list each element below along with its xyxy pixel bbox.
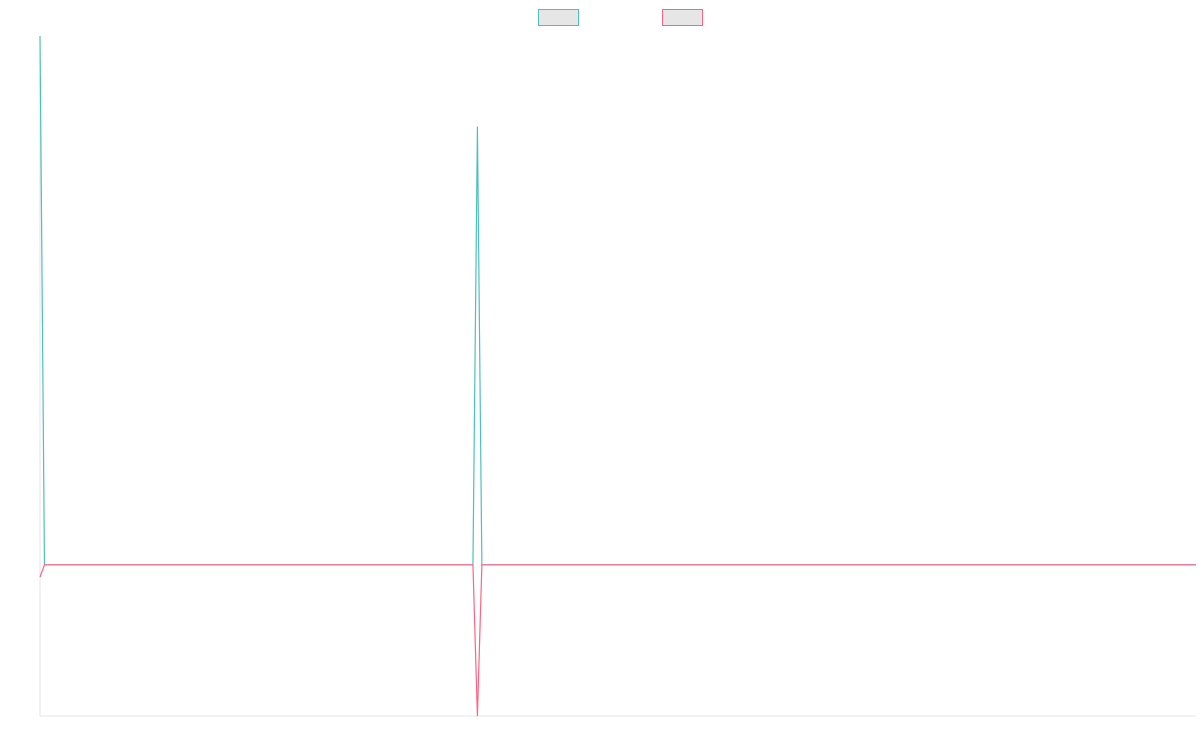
series-lines: [39, 35, 1196, 717]
legend-swatch-series-2[interactable]: [662, 9, 703, 26]
series-line-2: [39, 564, 1196, 717]
legend[interactable]: [538, 9, 703, 26]
axes: [39, 36, 1196, 717]
legend-swatch-series-1[interactable]: [538, 9, 579, 26]
series-line-1: [39, 35, 1196, 566]
